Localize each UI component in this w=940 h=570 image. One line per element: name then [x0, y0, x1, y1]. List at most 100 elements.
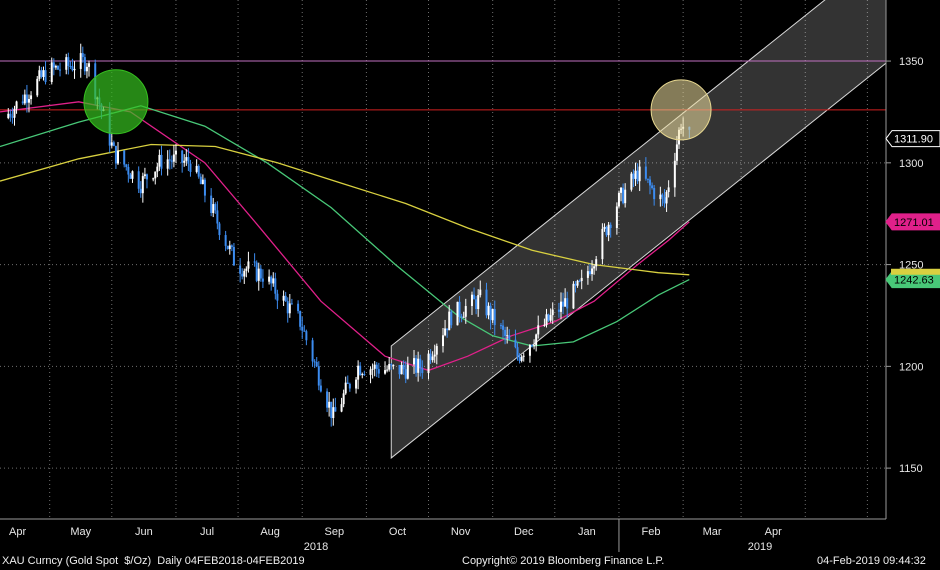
price-bar-body	[491, 309, 494, 321]
price-bar-body	[40, 70, 43, 77]
price-bar-body	[444, 328, 447, 336]
price-bar-body	[617, 192, 620, 207]
price-bar-body	[427, 353, 430, 374]
price-bar-body	[431, 356, 434, 361]
price-bar-body	[83, 57, 86, 72]
value-tag-label: 1242.63	[894, 275, 934, 287]
price-bar-body	[168, 159, 171, 161]
y-tick-label: 1150	[899, 463, 923, 475]
x-tick-label: Apr	[765, 526, 782, 538]
price-bar-body	[624, 189, 627, 204]
price-bar-body	[531, 345, 534, 347]
price-bar-body	[230, 245, 233, 247]
price-bar-body	[288, 303, 291, 314]
price-bar-body	[446, 328, 449, 331]
price-bar-body	[181, 150, 184, 163]
price-bar-body	[659, 194, 662, 200]
price-bar-body	[328, 401, 331, 408]
price-bar-body	[675, 144, 678, 161]
price-bar-body	[566, 298, 569, 309]
price-bar-body	[88, 63, 91, 67]
price-bar-body	[615, 206, 618, 229]
price-bar-body	[239, 265, 242, 274]
price-bar-body	[253, 261, 256, 263]
price-bar-body	[129, 174, 132, 179]
price-bar-body	[311, 340, 314, 362]
price-bar-body	[359, 365, 362, 375]
x-tick-label: Sep	[325, 526, 345, 538]
price-bar-body	[276, 293, 279, 301]
y-axis: 1150 1200 1250 1300 1350	[886, 56, 923, 475]
price-bar-body	[284, 295, 287, 302]
price-chart: 1150 1200 1250 1300 1350 Apr May Jun Jul Aug Sep O…	[0, 0, 940, 552]
y-tick-label: 1200	[899, 361, 923, 373]
price-bar-body	[535, 334, 538, 346]
price-bar-body	[620, 187, 623, 193]
price-bar-body	[214, 204, 217, 211]
price-bar-body	[355, 379, 358, 389]
x-tick-label: Dec	[514, 526, 534, 538]
x-axis: Apr May Jun Jul Aug Sep Oct Nov Dec Jan Feb Mar Apr 2…	[9, 519, 782, 552]
price-bar-body	[286, 301, 289, 314]
price-bar-body	[330, 401, 333, 419]
price-bar-body	[114, 145, 117, 164]
price-bar-body	[154, 171, 157, 179]
horizontal-levels	[0, 60, 886, 111]
price-bar-body	[473, 294, 476, 300]
price-bar-body	[226, 245, 229, 250]
price-bar-body	[493, 309, 496, 326]
price-bar-body	[646, 178, 649, 180]
price-bar-body	[413, 358, 416, 365]
price-bar-body	[636, 170, 639, 182]
value-tag-slow-sliver	[891, 268, 940, 275]
price-bar-body	[398, 364, 401, 375]
price-bar-body	[303, 330, 306, 332]
price-bar-body	[357, 365, 360, 380]
price-bar-body	[547, 314, 550, 321]
price-bar-body	[228, 245, 231, 250]
price-bar-body	[81, 53, 84, 58]
year-label-2019: 2019	[748, 541, 772, 552]
price-bar-body	[212, 204, 215, 214]
price-bar-body	[156, 166, 159, 172]
price-bar-body	[377, 369, 380, 374]
price-bar-body	[415, 358, 418, 373]
price-bar-body	[651, 185, 654, 189]
x-tick-label: Nov	[451, 526, 471, 538]
price-bar-body	[470, 294, 473, 307]
price-bar-body	[334, 407, 337, 412]
price-bar-body	[479, 289, 482, 296]
price-bar-body	[663, 197, 666, 204]
price-bar-body	[433, 354, 436, 357]
price-bar-body	[369, 369, 372, 375]
footer-bar: XAU Curncy (Gold Spot $/Oz) Daily 04FEB2…	[0, 552, 940, 570]
x-tick-label: Mar	[703, 526, 722, 538]
price-bar-body	[187, 157, 190, 164]
highlight-circle-green	[83, 69, 149, 135]
price-bar-body	[56, 65, 59, 70]
footer-copyright: Copyright© 2019 Bloomberg Finance L.P.	[462, 555, 665, 567]
price-bar-body	[199, 176, 202, 185]
price-bar-body	[673, 160, 676, 188]
price-bar-body	[116, 150, 119, 164]
price-bar-body	[243, 270, 246, 277]
price-bar-body	[54, 65, 57, 68]
price-bar-body	[216, 210, 219, 224]
price-bar-body	[297, 303, 300, 312]
price-bar-body	[593, 266, 596, 269]
price-bar-body	[537, 325, 540, 335]
x-tick-label: May	[70, 526, 91, 538]
price-bar-body	[595, 259, 598, 267]
price-bar-body	[549, 315, 552, 321]
price-bar-body	[348, 383, 351, 389]
price-bar-body	[201, 179, 204, 185]
price-bar-body	[605, 226, 608, 236]
price-bar-body	[456, 301, 459, 326]
price-bar-body	[141, 176, 144, 194]
price-bar-body	[73, 68, 76, 71]
price-bar-body	[506, 335, 509, 337]
price-bar-body	[13, 108, 16, 118]
price-bar-body	[406, 364, 409, 379]
price-bar-body	[363, 374, 366, 376]
price-bar-body	[30, 95, 33, 100]
